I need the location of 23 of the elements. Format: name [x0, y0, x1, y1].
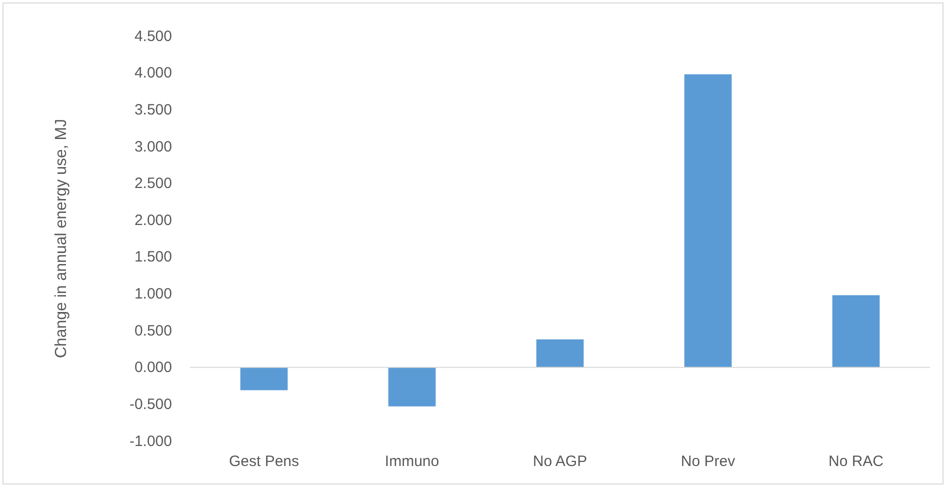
y-tick-label: -1.000	[129, 432, 172, 450]
x-tick-label: No Prev	[680, 453, 736, 470]
y-tick-label: 3.000	[134, 138, 172, 156]
y-tick-label: 0.500	[134, 322, 172, 340]
y-axis-title: Change in annual energy use, MJ	[53, 118, 70, 358]
bar	[684, 74, 732, 368]
y-tick-label: 1.500	[134, 248, 172, 266]
bar	[832, 295, 880, 368]
bar	[388, 367, 436, 406]
y-tick-label: 4.000	[134, 64, 172, 82]
y-tick-label: 2.500	[134, 175, 172, 192]
y-tick-label: 3.500	[134, 101, 172, 118]
x-tick-label: Gest Pens	[228, 453, 300, 470]
y-tick-label: 2.000	[134, 212, 172, 229]
y-tick-label: 1.000	[134, 286, 172, 303]
x-tick-label: No AGP	[532, 453, 588, 470]
y-tick-label: -0.500	[129, 396, 172, 413]
bar	[240, 367, 288, 390]
bar	[536, 339, 584, 368]
y-tick-label: 4.500	[134, 28, 172, 45]
x-tick-label: Immuno	[384, 453, 440, 470]
y-tick-label: 0.000	[134, 359, 172, 376]
x-tick-label: No RAC	[828, 453, 884, 470]
